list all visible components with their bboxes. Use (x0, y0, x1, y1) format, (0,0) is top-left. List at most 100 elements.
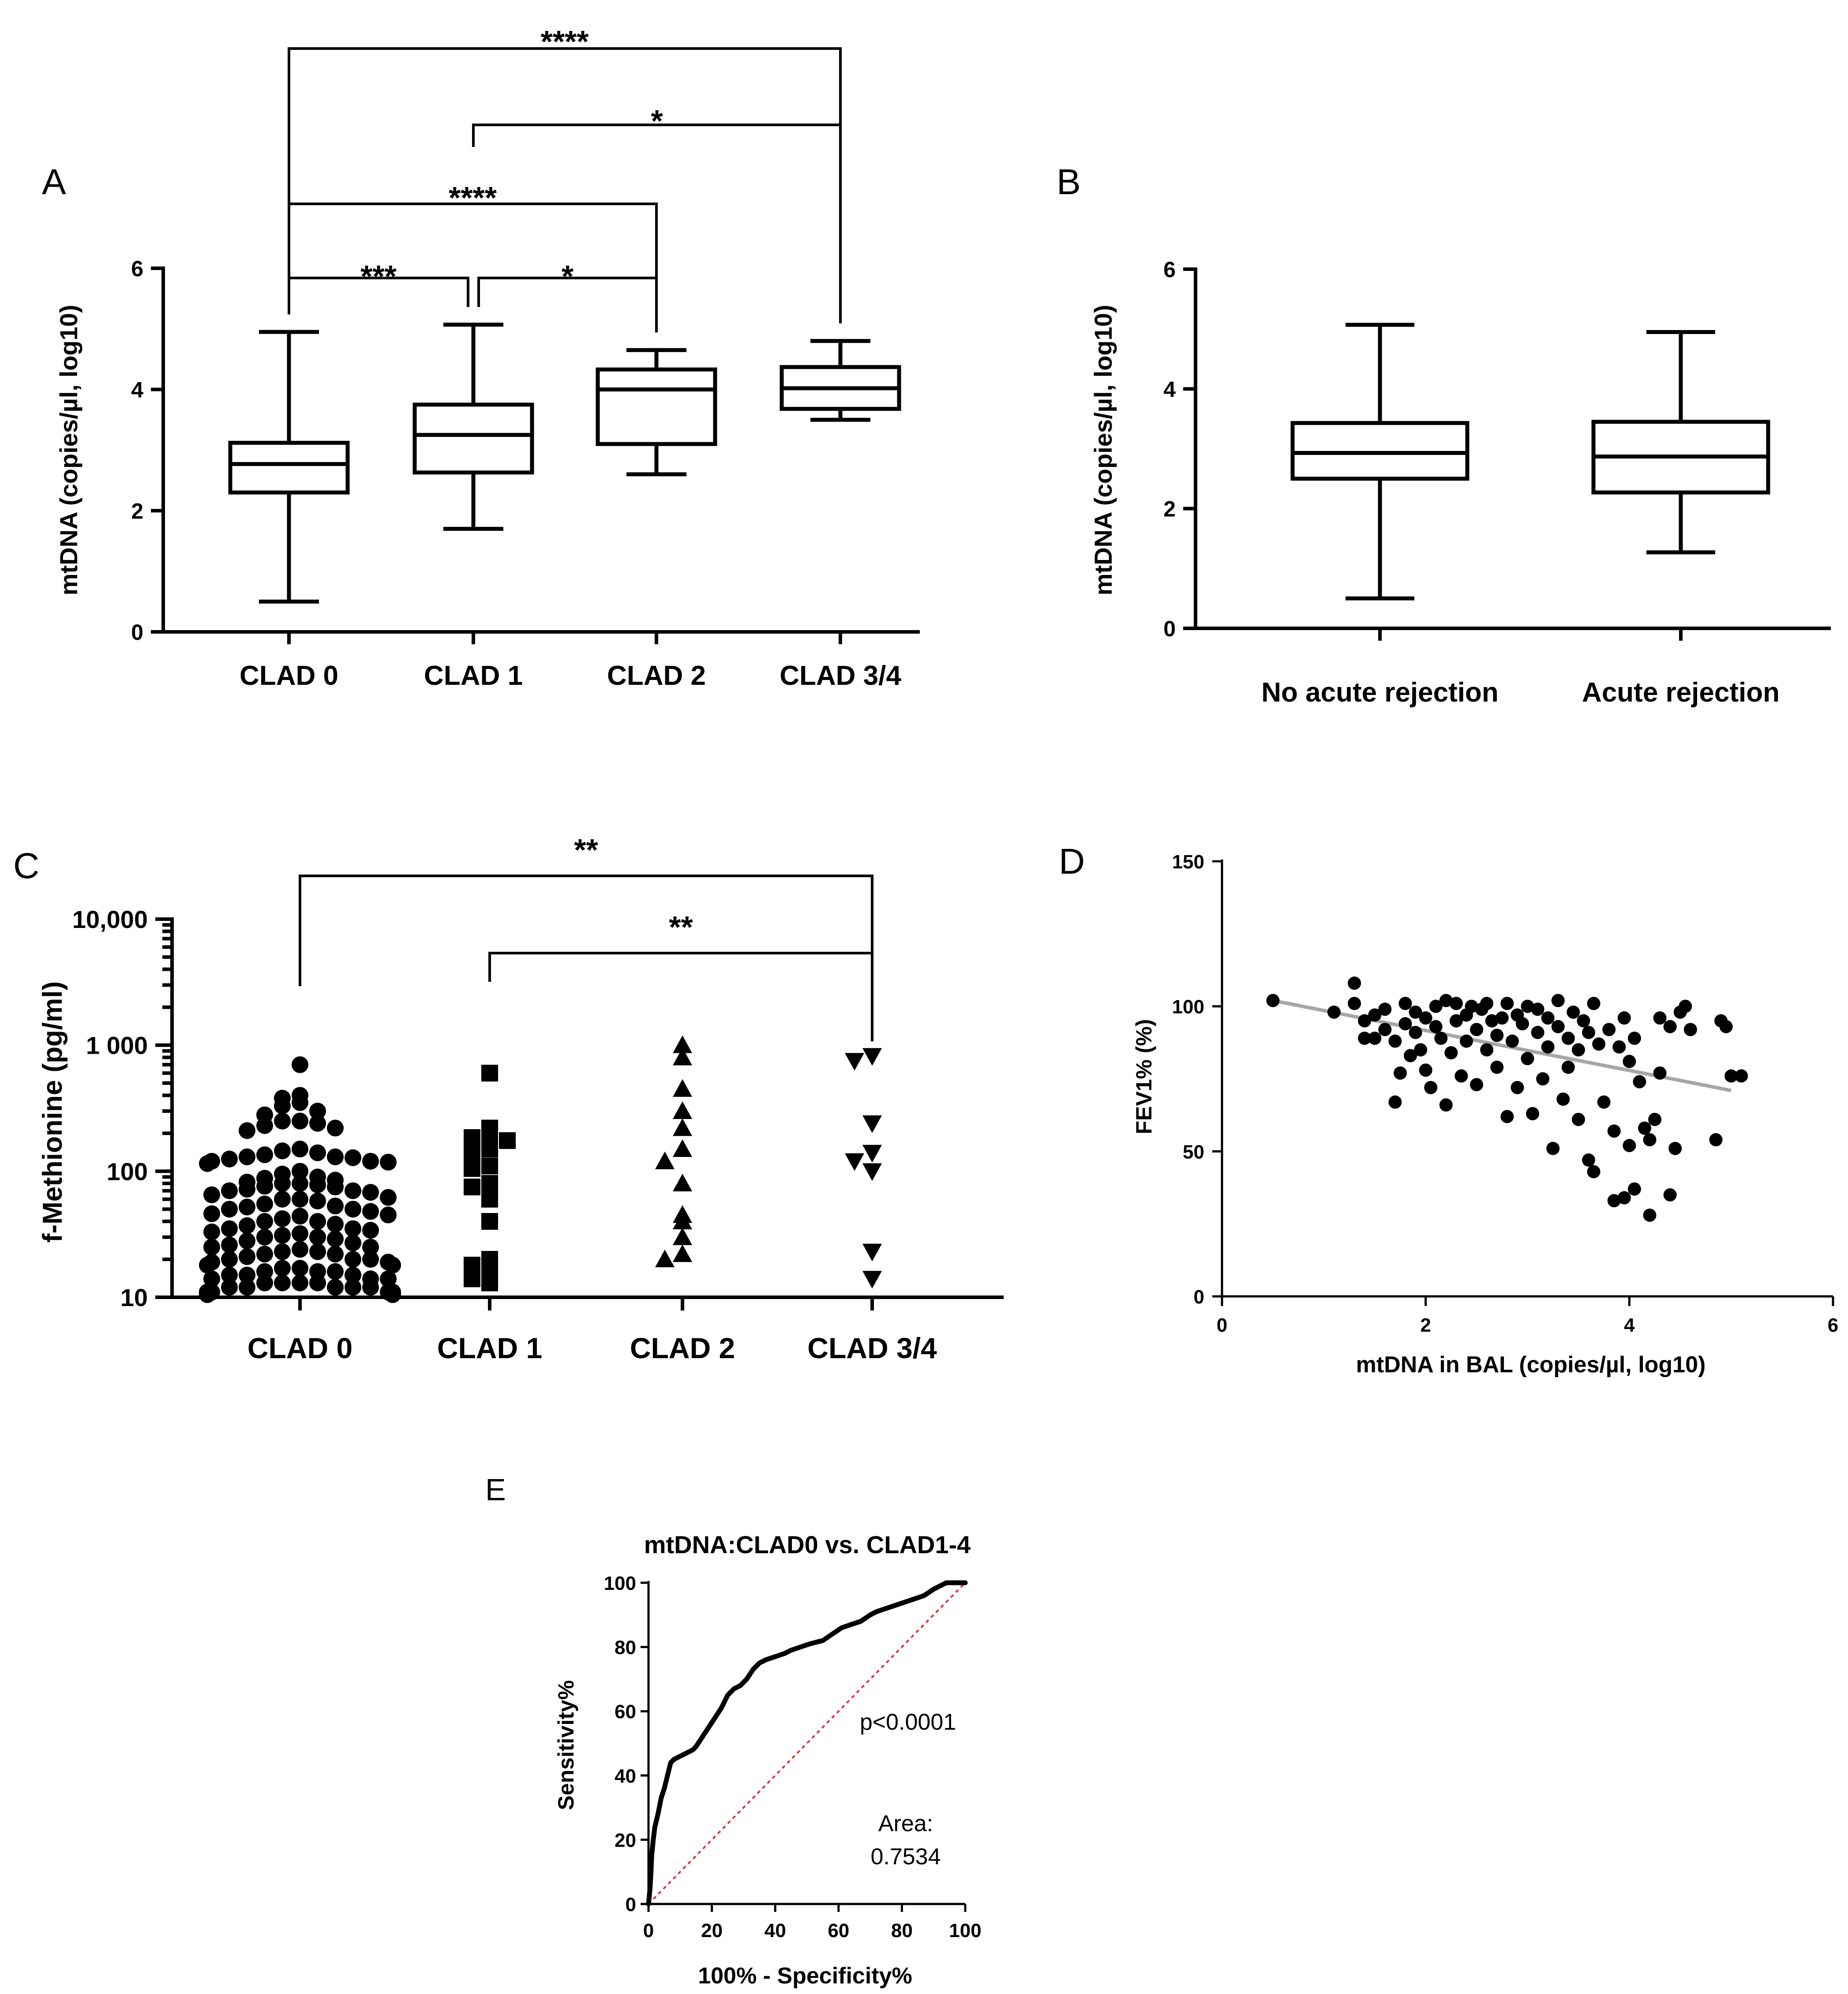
panel-e-area-value: 0.7534 (870, 1844, 941, 1870)
data-point (1521, 1051, 1534, 1065)
data-point (345, 1182, 361, 1199)
data-point (673, 1118, 692, 1136)
x-tick-label: 100 (949, 1920, 981, 1941)
data-point (481, 1175, 498, 1192)
data-point (1419, 1011, 1432, 1025)
data-point (1643, 1208, 1657, 1222)
data-point (1679, 999, 1692, 1013)
data-point (274, 1112, 291, 1130)
data-point (673, 1174, 692, 1192)
data-point (239, 1148, 255, 1165)
data-point (1429, 999, 1443, 1013)
panel-e-area-label: Area: (878, 1811, 933, 1836)
significance-label: *** (360, 259, 397, 293)
data-point (1582, 1153, 1595, 1167)
data-point (1735, 1069, 1748, 1083)
data-point (292, 1260, 308, 1277)
data-point (362, 1184, 379, 1201)
data-point (203, 1270, 220, 1288)
y-tick-label: 60 (615, 1701, 636, 1723)
data-point (362, 1239, 379, 1256)
data-point (1388, 1034, 1402, 1048)
data-point (1460, 1034, 1473, 1048)
data-point (1561, 1031, 1575, 1045)
panel-label-d: D (1059, 841, 1085, 882)
data-point (673, 1101, 692, 1119)
data-point (309, 1192, 326, 1209)
y-tick-label: 50 (1183, 1141, 1204, 1163)
significance-label: ** (669, 910, 693, 944)
category-label: CLAD 1 (424, 661, 523, 691)
data-point (1709, 1133, 1723, 1147)
data-point (673, 1035, 692, 1053)
data-point (1531, 1025, 1544, 1039)
data-point (1653, 1011, 1667, 1025)
data-point (1368, 1008, 1382, 1022)
box-iqr (228, 441, 350, 495)
data-point (327, 1179, 344, 1196)
data-point (1480, 997, 1494, 1010)
y-tick-label: 4 (131, 378, 143, 402)
data-point (862, 1048, 882, 1066)
data-point (256, 1228, 273, 1246)
data-point (1612, 1040, 1626, 1054)
category-label: CLAD 0 (240, 661, 338, 691)
box-1 (1290, 323, 1469, 601)
data-point (1490, 1029, 1504, 1042)
data-point (1439, 994, 1453, 1007)
data-point (239, 1122, 255, 1139)
x-tick-label: 0 (1217, 1314, 1227, 1336)
y-tick-label: 2 (1163, 497, 1176, 522)
data-point (845, 1153, 864, 1171)
data-point (221, 1182, 238, 1199)
data-point (221, 1201, 238, 1218)
data-point (274, 1227, 291, 1244)
data-point (1409, 1025, 1422, 1039)
data-point (239, 1279, 255, 1296)
y-tick-label: 2 (131, 499, 143, 523)
data-point (362, 1222, 379, 1239)
data-point (1683, 1023, 1697, 1036)
data-point (1597, 1095, 1611, 1109)
data-point (673, 1244, 692, 1262)
data-point (1500, 997, 1514, 1010)
data-point (1368, 1031, 1382, 1045)
y-tick-label: 10 (120, 1284, 148, 1311)
data-point (362, 1279, 379, 1296)
data-point (655, 1151, 675, 1169)
data-point (1470, 1078, 1484, 1092)
panel-label-a: A (42, 162, 66, 202)
data-point (327, 1148, 344, 1165)
data-point (1485, 1014, 1499, 1028)
y-tick-label: 100 (1172, 996, 1204, 1018)
panel-a-y-axis-label: mtDNA (copies/µl, log10) (55, 305, 82, 596)
data-point (464, 1129, 480, 1146)
x-tick-label: 60 (828, 1920, 849, 1941)
data-point (327, 1279, 344, 1296)
data-point (1546, 1142, 1560, 1155)
panel-e-roc-curve (646, 1580, 968, 1907)
data-point (345, 1279, 361, 1296)
box-2 (1591, 330, 1770, 555)
data-point (274, 1142, 291, 1160)
data-point (1536, 1072, 1550, 1085)
data-point (1623, 1055, 1636, 1068)
data-point (292, 1190, 308, 1208)
significance-label: **** (449, 180, 497, 215)
data-point (292, 1274, 308, 1292)
box-iqr (1290, 421, 1469, 481)
data-point (309, 1274, 326, 1292)
y-tick-label: 20 (615, 1829, 636, 1851)
panel-e-reference-line (648, 1582, 966, 1905)
panel-d-x-axis-label: mtDNA in BAL (copies/µl, log10) (1356, 1352, 1706, 1378)
data-point (1648, 1113, 1662, 1127)
data-point (327, 1230, 344, 1247)
data-point (1571, 1043, 1585, 1057)
y-tick-label: 4 (1163, 377, 1176, 402)
data-point (256, 1117, 273, 1134)
data-point (1358, 1031, 1372, 1045)
bracket-line (472, 124, 842, 323)
box-iqr (596, 367, 717, 446)
data-point (1526, 1107, 1540, 1120)
